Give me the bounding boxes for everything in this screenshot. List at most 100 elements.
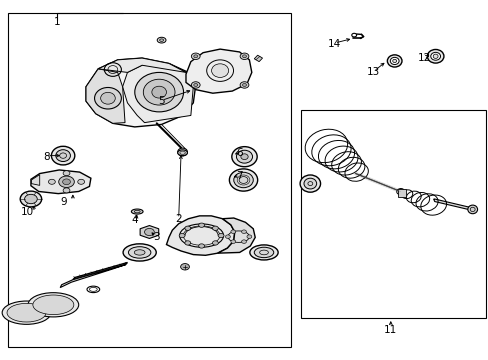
- Circle shape: [48, 179, 55, 184]
- Text: 8: 8: [43, 152, 50, 162]
- Circle shape: [63, 171, 70, 176]
- Ellipse shape: [241, 154, 247, 159]
- Ellipse shape: [300, 175, 320, 192]
- Ellipse shape: [134, 250, 145, 255]
- Ellipse shape: [34, 296, 73, 314]
- Circle shape: [20, 191, 41, 207]
- Ellipse shape: [152, 86, 166, 98]
- Circle shape: [240, 82, 248, 88]
- Circle shape: [193, 55, 197, 58]
- Ellipse shape: [143, 79, 175, 105]
- Ellipse shape: [123, 244, 156, 261]
- Circle shape: [198, 244, 204, 248]
- Text: 11: 11: [384, 325, 397, 335]
- Ellipse shape: [33, 295, 74, 315]
- Circle shape: [240, 53, 248, 59]
- Circle shape: [212, 241, 218, 245]
- Ellipse shape: [254, 247, 273, 258]
- Circle shape: [193, 84, 197, 86]
- Polygon shape: [217, 218, 255, 253]
- Text: 5: 5: [158, 96, 164, 106]
- Ellipse shape: [386, 55, 401, 67]
- Bar: [397, 189, 405, 197]
- Ellipse shape: [51, 146, 75, 165]
- Text: 9: 9: [61, 197, 67, 207]
- Circle shape: [198, 223, 204, 227]
- Circle shape: [246, 235, 251, 238]
- Text: 2: 2: [175, 215, 182, 224]
- Circle shape: [241, 230, 246, 234]
- Circle shape: [191, 82, 200, 88]
- Ellipse shape: [94, 87, 121, 109]
- Circle shape: [212, 226, 218, 230]
- Ellipse shape: [389, 57, 398, 64]
- Ellipse shape: [101, 92, 115, 104]
- Polygon shape: [122, 63, 193, 123]
- Polygon shape: [98, 58, 185, 72]
- Ellipse shape: [427, 49, 443, 63]
- Circle shape: [78, 179, 84, 184]
- Bar: [300, 110, 485, 318]
- Ellipse shape: [157, 37, 165, 43]
- Ellipse shape: [430, 52, 440, 60]
- Ellipse shape: [56, 150, 70, 162]
- Ellipse shape: [304, 178, 316, 189]
- Ellipse shape: [159, 39, 163, 41]
- Ellipse shape: [236, 150, 252, 163]
- Ellipse shape: [231, 147, 257, 167]
- Polygon shape: [433, 199, 472, 211]
- Circle shape: [242, 55, 246, 58]
- Text: 10: 10: [21, 207, 34, 217]
- Polygon shape: [254, 55, 262, 62]
- Polygon shape: [31, 175, 40, 185]
- Text: 4: 4: [131, 215, 138, 225]
- Ellipse shape: [233, 172, 253, 188]
- Circle shape: [59, 176, 74, 188]
- Ellipse shape: [177, 150, 187, 156]
- Polygon shape: [60, 265, 125, 288]
- Circle shape: [230, 230, 235, 234]
- Ellipse shape: [14, 307, 39, 319]
- Polygon shape: [86, 69, 125, 123]
- Polygon shape: [185, 49, 251, 93]
- Circle shape: [180, 264, 189, 270]
- Text: 14: 14: [327, 39, 341, 49]
- Ellipse shape: [2, 301, 51, 324]
- Ellipse shape: [135, 72, 183, 112]
- Ellipse shape: [432, 54, 437, 58]
- Polygon shape: [73, 262, 127, 280]
- Bar: [8, 13, 290, 347]
- Ellipse shape: [249, 245, 278, 260]
- Circle shape: [218, 233, 224, 238]
- Ellipse shape: [211, 64, 228, 77]
- Circle shape: [225, 235, 230, 238]
- Ellipse shape: [131, 209, 143, 214]
- Polygon shape: [31, 170, 91, 194]
- Ellipse shape: [229, 169, 257, 191]
- Circle shape: [24, 194, 37, 204]
- Text: 3: 3: [153, 232, 160, 242]
- Ellipse shape: [41, 299, 66, 311]
- Circle shape: [191, 53, 200, 59]
- Text: 12: 12: [417, 53, 430, 63]
- Text: 13: 13: [366, 67, 380, 77]
- Circle shape: [63, 188, 70, 193]
- Ellipse shape: [128, 247, 151, 258]
- Polygon shape: [86, 58, 195, 127]
- Circle shape: [144, 228, 154, 235]
- Ellipse shape: [7, 303, 46, 322]
- Circle shape: [230, 240, 235, 243]
- Text: 7: 7: [236, 171, 243, 181]
- Circle shape: [184, 226, 190, 230]
- Circle shape: [62, 179, 70, 185]
- Polygon shape: [166, 216, 234, 255]
- Polygon shape: [140, 226, 159, 238]
- Text: 6: 6: [236, 148, 243, 158]
- Circle shape: [179, 233, 184, 238]
- Ellipse shape: [28, 293, 79, 317]
- Text: 1: 1: [53, 17, 60, 27]
- Circle shape: [242, 84, 246, 86]
- Circle shape: [241, 240, 246, 243]
- Ellipse shape: [467, 205, 477, 214]
- Ellipse shape: [392, 59, 396, 63]
